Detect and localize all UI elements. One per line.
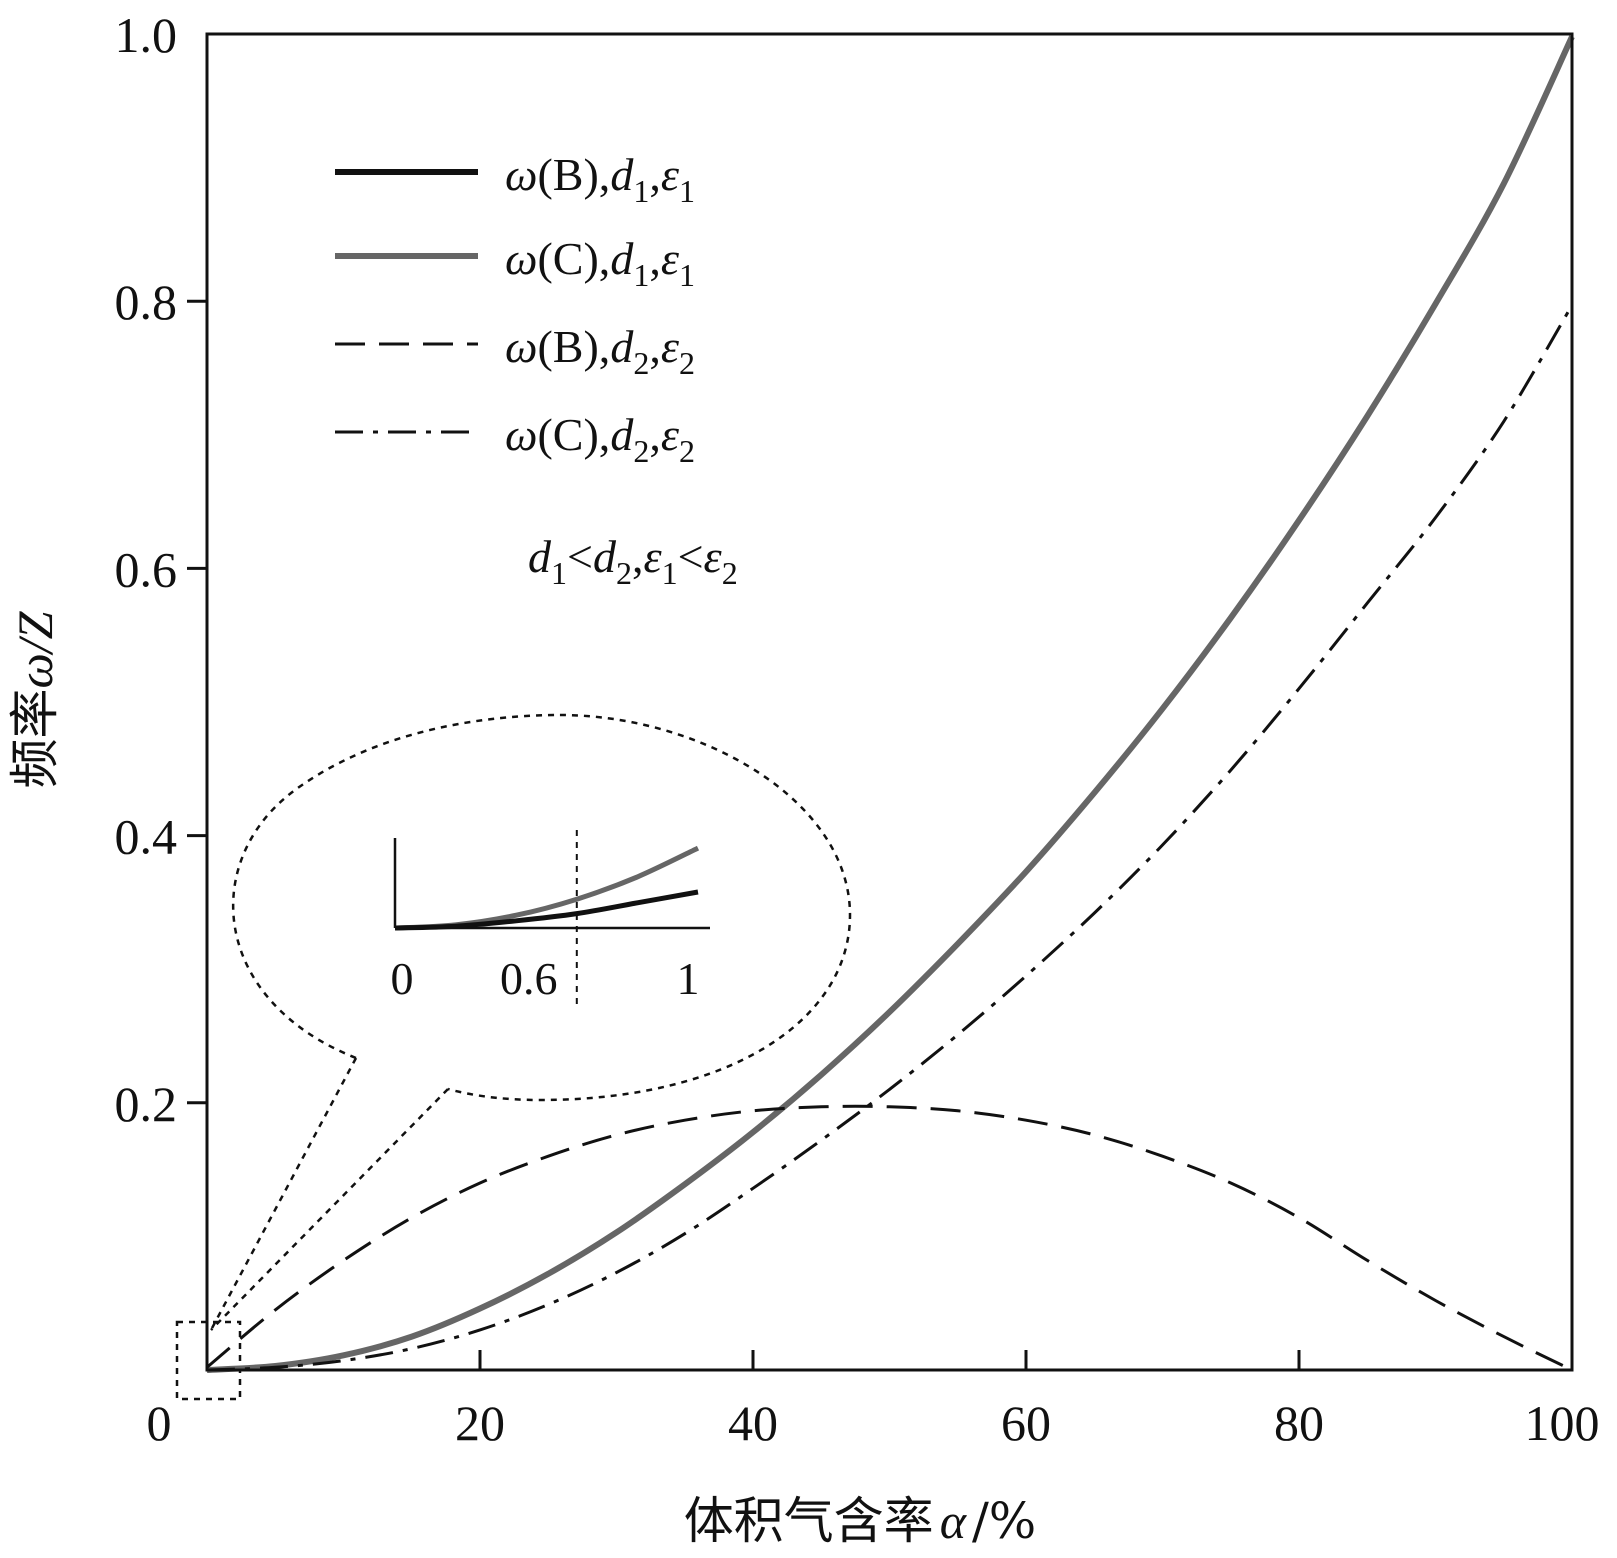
zoom-region-box: [175, 1320, 242, 1401]
x-axis-label: 体积气含率: [684, 1492, 934, 1550]
inset-plot: 0 0.6 1: [391, 830, 710, 1008]
series-layer: [206, 35, 1575, 1373]
y-tick-label: 0.4: [115, 809, 178, 865]
y-tick-label: 0.6: [115, 541, 178, 597]
inset-x-tick-label: 0.6: [500, 953, 558, 1004]
inset-series-B1: [394, 889, 699, 931]
x-axis-title: 体积气含率 α/%: [684, 1492, 1037, 1550]
y-axis-symbol: ω/Z: [7, 610, 63, 688]
legend-label-C1: ω(C),d1,ε1: [505, 233, 695, 293]
inset-pointer-right: [210, 1088, 449, 1331]
x-tick-label: 60: [1001, 1395, 1051, 1451]
y-ticks: 0.2 0.4 0.6 0.8 1.0: [115, 7, 207, 1132]
x-tick-label: 0: [147, 1395, 172, 1451]
plot-frame: [205, 32, 1574, 1372]
x-tick-label: 20: [455, 1395, 505, 1451]
condition-annotation: d1<d2,ε1<ε2: [528, 531, 738, 591]
legend-label-C2: ω(C),d2,ε2: [505, 409, 695, 469]
x-axis-unit: /%: [972, 1492, 1036, 1550]
legend: ω(B),d1,ε1 ω(C),d1,ε1 ω(B),d2,ε2 ω(C),d2,ε2: [335, 149, 695, 469]
series-line-C2: [206, 304, 1574, 1372]
y-tick-label: 0.8: [115, 274, 178, 330]
y-tick-label: 0.2: [115, 1076, 178, 1132]
inset-x-tick-label: 1: [677, 953, 700, 1004]
x-tick-label: 40: [728, 1395, 778, 1451]
y-axis-title: 频率ω/Z: [6, 610, 64, 788]
legend-label-B1: ω(B),d1,ε1: [505, 149, 695, 209]
series-line-C1: [206, 35, 1575, 1373]
y-axis-label: 频率: [6, 689, 64, 789]
y-tick-label: 1.0: [115, 7, 178, 63]
inset-x-tick-label: 0: [391, 953, 414, 1004]
condition-text: d1<d2,ε1<ε2: [528, 531, 738, 591]
x-tick-label: 80: [1274, 1395, 1324, 1451]
x-axis-symbol: α: [940, 1493, 968, 1549]
plot-border: [205, 32, 1574, 1372]
legend-label-B2: ω(B),d2,ε2: [505, 321, 695, 381]
x-tick-label: 100: [1525, 1395, 1600, 1451]
series-line-B2: [206, 1104, 1573, 1372]
x-ticks: 0 20 40 60 80 100: [147, 1350, 1600, 1451]
inset-pointer-left: [209, 1057, 358, 1331]
inset-callout: [175, 713, 852, 1401]
